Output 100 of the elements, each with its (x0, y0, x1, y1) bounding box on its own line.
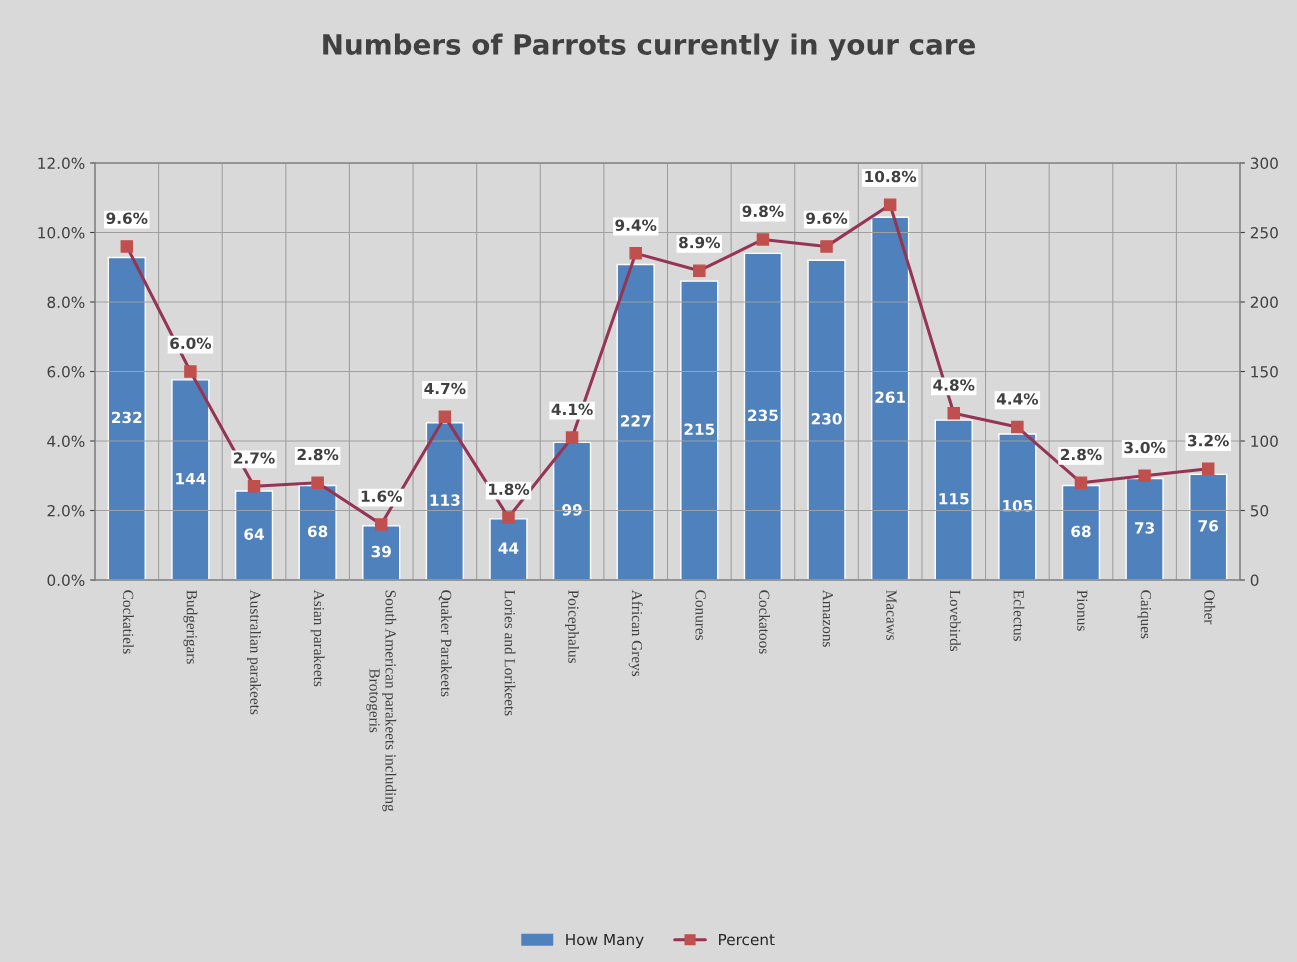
data-label: 215 (684, 423, 715, 436)
data-label: 235 (748, 409, 778, 422)
y2-tick-label: 50 (1250, 504, 1269, 517)
y2-tick-label: 100 (1251, 435, 1278, 448)
x-tick-label: Cockatoos (759, 590, 770, 654)
y2-tick-label: 150 (1251, 365, 1278, 378)
data-label: 4.1% (551, 403, 593, 416)
x-tick-label: Pionus (1077, 590, 1088, 631)
bar (489, 518, 528, 580)
point (883, 198, 897, 211)
x-tick-label: Poicephalus (565, 590, 580, 663)
point (1074, 476, 1088, 489)
bar (107, 256, 146, 580)
x-tick-label: Macaws (886, 590, 897, 641)
bar (234, 490, 274, 580)
x-tick-label: Caiques (1137, 590, 1152, 639)
point (820, 240, 833, 253)
x-tick-label: Other (1204, 590, 1216, 625)
x-tick-label: Lovebirds (949, 590, 961, 652)
bar (171, 379, 210, 580)
y-tick-label: 2.0% (47, 504, 85, 517)
point (120, 240, 134, 253)
point (629, 247, 642, 260)
data-label: 9.6% (106, 212, 148, 224)
bar (998, 433, 1037, 580)
data-label: 64 (244, 528, 264, 540)
x-tick-label: Eclectus (1013, 590, 1025, 641)
x-tick-label: Conures (695, 590, 706, 641)
data-label: 2.7% (234, 452, 275, 464)
legend-label: How Many (566, 933, 644, 949)
bar (1189, 473, 1228, 580)
y2-tick-label: 0 (1250, 574, 1259, 587)
x-tick-label: Amazons (822, 589, 833, 647)
data-label: 3.0% (1124, 441, 1166, 454)
data-label: 76 (1198, 520, 1218, 532)
x-tick-label: Australian parakeets (247, 589, 261, 715)
chart-title: Numbers of Parrots currently in your care (323, 33, 975, 61)
data-label: 227 (620, 415, 651, 427)
data-label: 73 (1134, 522, 1154, 534)
point (438, 410, 452, 423)
data-label: 10.8% (865, 170, 917, 183)
data-label: 144 (176, 473, 206, 485)
bar (680, 280, 719, 580)
bar (807, 259, 846, 580)
data-label: 68 (307, 525, 328, 538)
point (1011, 420, 1024, 434)
data-label: 1.6% (361, 490, 402, 502)
x-tick-label: Cockatiels (122, 590, 134, 654)
point (947, 406, 961, 420)
y-tick-label: 10.0% (38, 226, 85, 239)
point (756, 233, 770, 246)
data-label: 232 (112, 411, 142, 424)
y-tick-label: 6.0% (47, 365, 85, 378)
point (1138, 469, 1151, 483)
data-label: 115 (939, 493, 969, 505)
x-tick-label: Lories and Lorikeets (504, 590, 516, 716)
point (247, 479, 261, 493)
x-tick-label: South American parakeets including Brotogeris (366, 590, 397, 812)
x-tick-label: Asian parakeets (310, 589, 325, 687)
data-label: 261 (875, 391, 906, 404)
data-label: 8.9% (679, 236, 721, 249)
data-label: 6.0% (170, 337, 212, 350)
point (311, 476, 324, 489)
bar (1061, 484, 1101, 580)
data-label: 68 (1071, 525, 1091, 538)
data-label: 113 (430, 494, 460, 506)
x-tick-label: Budgerigars (183, 590, 198, 664)
bar (616, 263, 655, 580)
y-tick-label: 12.0% (38, 157, 85, 170)
bar (743, 252, 783, 580)
bar (1125, 477, 1164, 580)
bar (870, 216, 910, 580)
bar (425, 422, 465, 580)
x-tick-label: African Greys (628, 589, 643, 677)
data-label: 4.8% (933, 379, 975, 391)
point (502, 511, 515, 524)
x-tick-label: Quaker Parakeets (438, 590, 452, 697)
y2-tick-label: 200 (1250, 296, 1278, 309)
legend-label: Percent (719, 933, 775, 946)
data-label: 4.4% (996, 393, 1039, 405)
data-label: 1.8% (489, 483, 530, 496)
y2-tick-label: 300 (1250, 157, 1278, 170)
y2-tick-label: 250 (1250, 226, 1278, 239)
data-label: 4.7% (424, 382, 466, 395)
data-label: 9.4% (615, 219, 657, 231)
data-label: 39 (371, 545, 391, 558)
data-label: 2.8% (1060, 448, 1102, 461)
y-tick-label: 0.0% (47, 574, 85, 587)
data-label: 9.8% (742, 205, 784, 218)
bar (552, 441, 592, 580)
data-label: 9.6% (806, 212, 848, 224)
point (693, 264, 706, 277)
bar (298, 484, 337, 580)
point (565, 431, 579, 444)
y-tick-label: 4.0% (47, 435, 85, 448)
y-tick-label: 8.0% (47, 296, 85, 309)
bar (934, 419, 973, 580)
point (1201, 462, 1215, 476)
point (184, 365, 197, 378)
data-label: 230 (811, 413, 842, 425)
